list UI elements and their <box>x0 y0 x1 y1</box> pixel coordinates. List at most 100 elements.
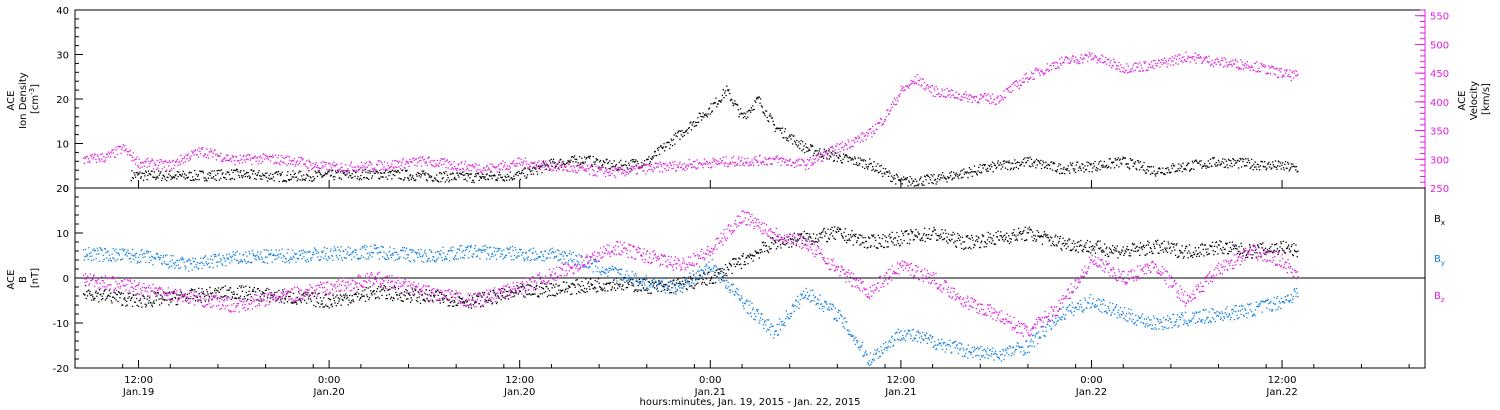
bx-series-point <box>529 293 531 295</box>
density-series-point <box>1070 164 1072 166</box>
bx-series-point <box>442 301 445 303</box>
velocity-series-point <box>820 160 822 162</box>
bx-series-point <box>162 299 164 301</box>
density-series-point <box>1284 161 1287 163</box>
density-series-point <box>820 153 822 155</box>
velocity-series-point <box>622 171 624 173</box>
bx-series-point <box>749 253 751 255</box>
velocity-series-point <box>418 160 420 162</box>
bx-series-point <box>658 283 660 285</box>
density-series-point <box>228 171 230 173</box>
bx-series-point <box>396 294 398 296</box>
velocity-series-point <box>349 165 351 167</box>
velocity-series-point <box>1175 62 1177 64</box>
velocity-series-point <box>1095 56 1097 58</box>
density-series-point <box>1045 161 1047 163</box>
velocity-series-point <box>1267 72 1269 74</box>
velocity-series-point <box>1220 63 1222 65</box>
bx-series-point <box>701 283 703 285</box>
density-series-point <box>337 171 340 173</box>
velocity-series-point <box>919 78 921 80</box>
density-series-point <box>1048 164 1051 166</box>
density-series-point <box>901 183 903 185</box>
bx-series-point <box>1098 247 1100 249</box>
density-series-point <box>1227 158 1230 160</box>
density-series-point <box>270 177 272 179</box>
density-series-point <box>837 156 839 159</box>
velocity-series-point <box>841 146 843 149</box>
bx-series-point <box>722 272 725 274</box>
velocity-series-point <box>1092 58 1095 61</box>
velocity-series-point <box>636 172 638 175</box>
bx-series-point <box>147 302 150 304</box>
density-series-point <box>617 168 620 170</box>
velocity-series-point <box>661 165 663 168</box>
velocity-series-point <box>439 160 441 162</box>
bx-series-point <box>395 291 397 294</box>
density-series-point <box>410 178 412 180</box>
velocity-series-point <box>249 159 251 161</box>
density-series-point <box>410 174 412 176</box>
velocity-series-point <box>725 156 727 158</box>
bx-series-point <box>374 293 376 295</box>
density-series-point <box>1197 162 1199 164</box>
velocity-series-point <box>1025 72 1028 75</box>
velocity-series-point <box>846 148 848 150</box>
density-series-point <box>308 170 310 172</box>
velocity-series-point <box>525 160 527 162</box>
density-series-point <box>1193 168 1195 170</box>
velocity-series-point <box>124 145 126 147</box>
velocity-series-point <box>580 166 582 168</box>
velocity-series-point <box>702 167 704 169</box>
velocity-series-point <box>783 158 785 160</box>
bx-series-point <box>1091 249 1093 251</box>
velocity-series-point <box>1289 69 1291 71</box>
density-series-point <box>550 158 552 160</box>
velocity-series-point <box>358 168 360 171</box>
velocity-series-point <box>1064 56 1067 58</box>
velocity-series-point <box>1214 61 1216 64</box>
field-tick-label: -10 <box>53 319 69 330</box>
velocity-series-point <box>524 166 526 169</box>
density-series-point <box>617 169 619 171</box>
density-series-point <box>691 124 693 126</box>
bx-series-point <box>875 247 877 249</box>
density-series-point <box>780 127 782 130</box>
density-series-point <box>147 170 150 172</box>
velocity-series-point <box>199 153 202 155</box>
density-series-point <box>835 152 837 154</box>
velocity-series-point <box>780 164 782 167</box>
velocity-series-point <box>996 96 999 99</box>
density-series-point <box>874 170 876 172</box>
density-series-point <box>1288 170 1290 172</box>
bx-series-point <box>898 236 900 238</box>
bx-series-point <box>302 293 304 295</box>
density-series-point <box>438 172 441 174</box>
velocity-series-point <box>881 124 883 126</box>
density-series-point <box>424 174 426 176</box>
velocity-series-point <box>851 139 853 142</box>
bx-series-point <box>696 278 698 280</box>
density-series-point <box>980 172 982 174</box>
density-series-point <box>1048 164 1050 166</box>
bx-series-point <box>697 282 699 284</box>
velocity-series-point <box>171 168 173 170</box>
bx-series-point <box>281 297 283 300</box>
bx-series-point <box>758 257 760 259</box>
density-series-point <box>159 172 161 174</box>
density-series-point <box>1265 169 1267 171</box>
density-series-point <box>950 175 952 177</box>
bx-series-point <box>101 295 103 297</box>
density-series-point <box>222 172 224 174</box>
density-series-point <box>173 176 175 178</box>
bx-series-point <box>336 294 338 296</box>
bx-series-point <box>610 289 612 291</box>
velocity-series-point <box>456 169 458 172</box>
velocity-series-point <box>1257 70 1259 72</box>
density-series-point <box>1256 168 1258 171</box>
velocity-series-point <box>457 164 459 166</box>
density-series-point <box>1122 156 1124 158</box>
velocity-series-point <box>560 164 562 167</box>
density-series-point <box>220 177 222 179</box>
velocity-series-point <box>265 155 267 157</box>
